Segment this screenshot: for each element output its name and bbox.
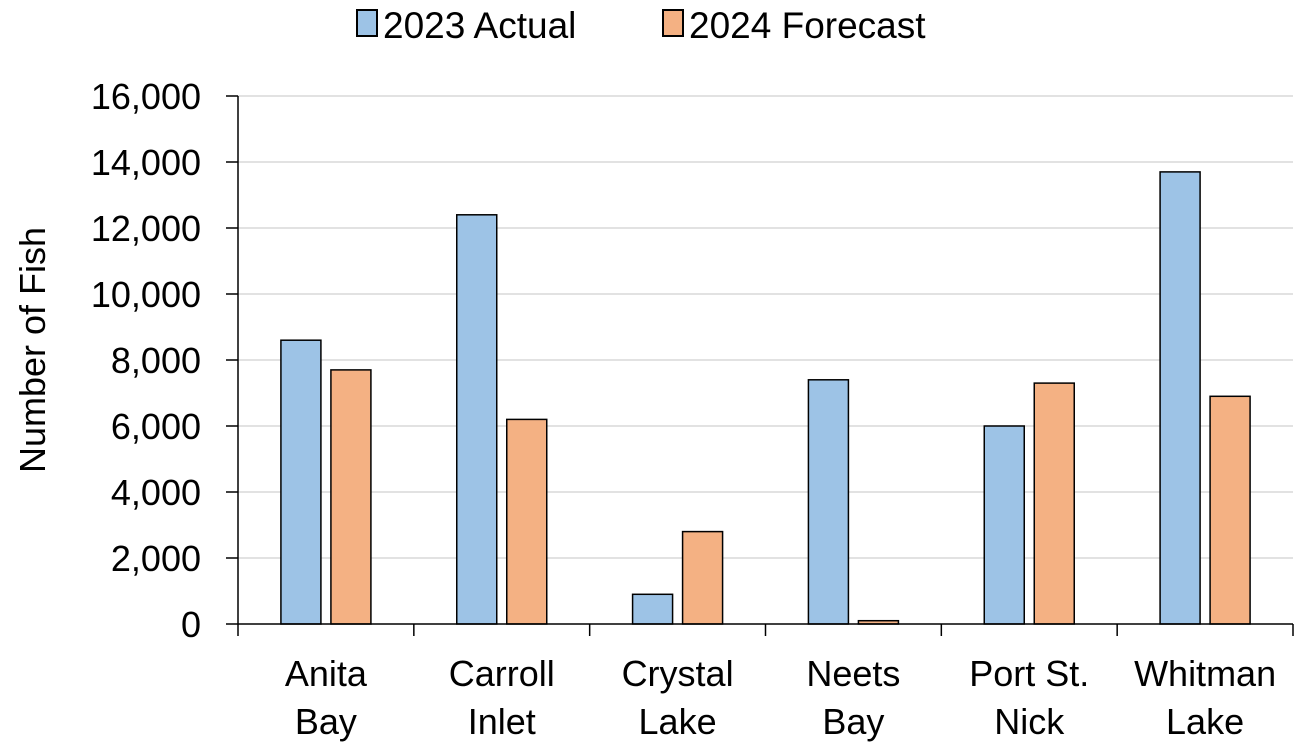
legend-swatch-2023-actual <box>356 9 378 37</box>
bar-2024-forecast-2 <box>681 530 724 625</box>
y-tick-labels: 0 2,000 4,000 6,000 8,000 10,000 12,000 14,000 1… <box>91 76 201 645</box>
category-labels: Anita Bay Carroll Inlet Crystal Lake Neets Bay P… <box>285 653 1276 742</box>
category-label: Anita <box>285 653 368 694</box>
category-label: Lake <box>1166 701 1244 742</box>
bar-2024-forecast-1 <box>506 418 548 625</box>
bar-2024-forecast-5 <box>1209 395 1251 625</box>
bar-2023-actual-3 <box>807 379 850 625</box>
bar-2023-actual-4 <box>983 425 1025 625</box>
bar-2023-actual-5 <box>1159 171 1201 625</box>
category-label: Inlet <box>468 701 536 742</box>
category-label: Crystal <box>622 653 734 694</box>
y-tick-label: 6,000 <box>111 406 201 447</box>
category-label: Bay <box>295 701 357 742</box>
legend-label-2023-actual: 2023 Actual <box>383 5 576 46</box>
bar-2023-actual-0 <box>280 339 322 625</box>
bar-2023-actual-1 <box>456 214 498 625</box>
y-tick-label: 14,000 <box>91 142 201 183</box>
legend-swatch-2024-forecast <box>662 9 684 37</box>
y-tick-label: 2,000 <box>111 538 201 579</box>
category-label: Nick <box>994 701 1065 742</box>
legend: 2023 Actual 2024 Forecast <box>356 5 926 46</box>
bar-2023-actual-2 <box>631 593 674 625</box>
category-label: Whitman <box>1134 653 1276 694</box>
y-tick-label: 4,000 <box>111 472 201 513</box>
y-tick-label: 12,000 <box>91 208 201 249</box>
category-label: Carroll <box>449 653 555 694</box>
category-label: Port St. <box>969 653 1089 694</box>
category-label: Bay <box>822 701 884 742</box>
category-label: Neets <box>806 653 900 694</box>
bar-2024-forecast-0 <box>330 369 372 625</box>
category-label: Lake <box>639 701 717 742</box>
bar-2024-forecast-4 <box>1033 382 1075 625</box>
y-tick-label: 10,000 <box>91 274 201 315</box>
y-axis-label: Number of Fish <box>12 227 53 473</box>
y-tick-label: 8,000 <box>111 340 201 381</box>
gridlines <box>238 95 1293 559</box>
axes <box>226 95 1294 636</box>
bars <box>280 171 1251 625</box>
legend-label-2024-forecast: 2024 Forecast <box>689 5 926 46</box>
y-tick-label: 0 <box>181 604 201 645</box>
y-tick-label: 16,000 <box>91 76 201 117</box>
